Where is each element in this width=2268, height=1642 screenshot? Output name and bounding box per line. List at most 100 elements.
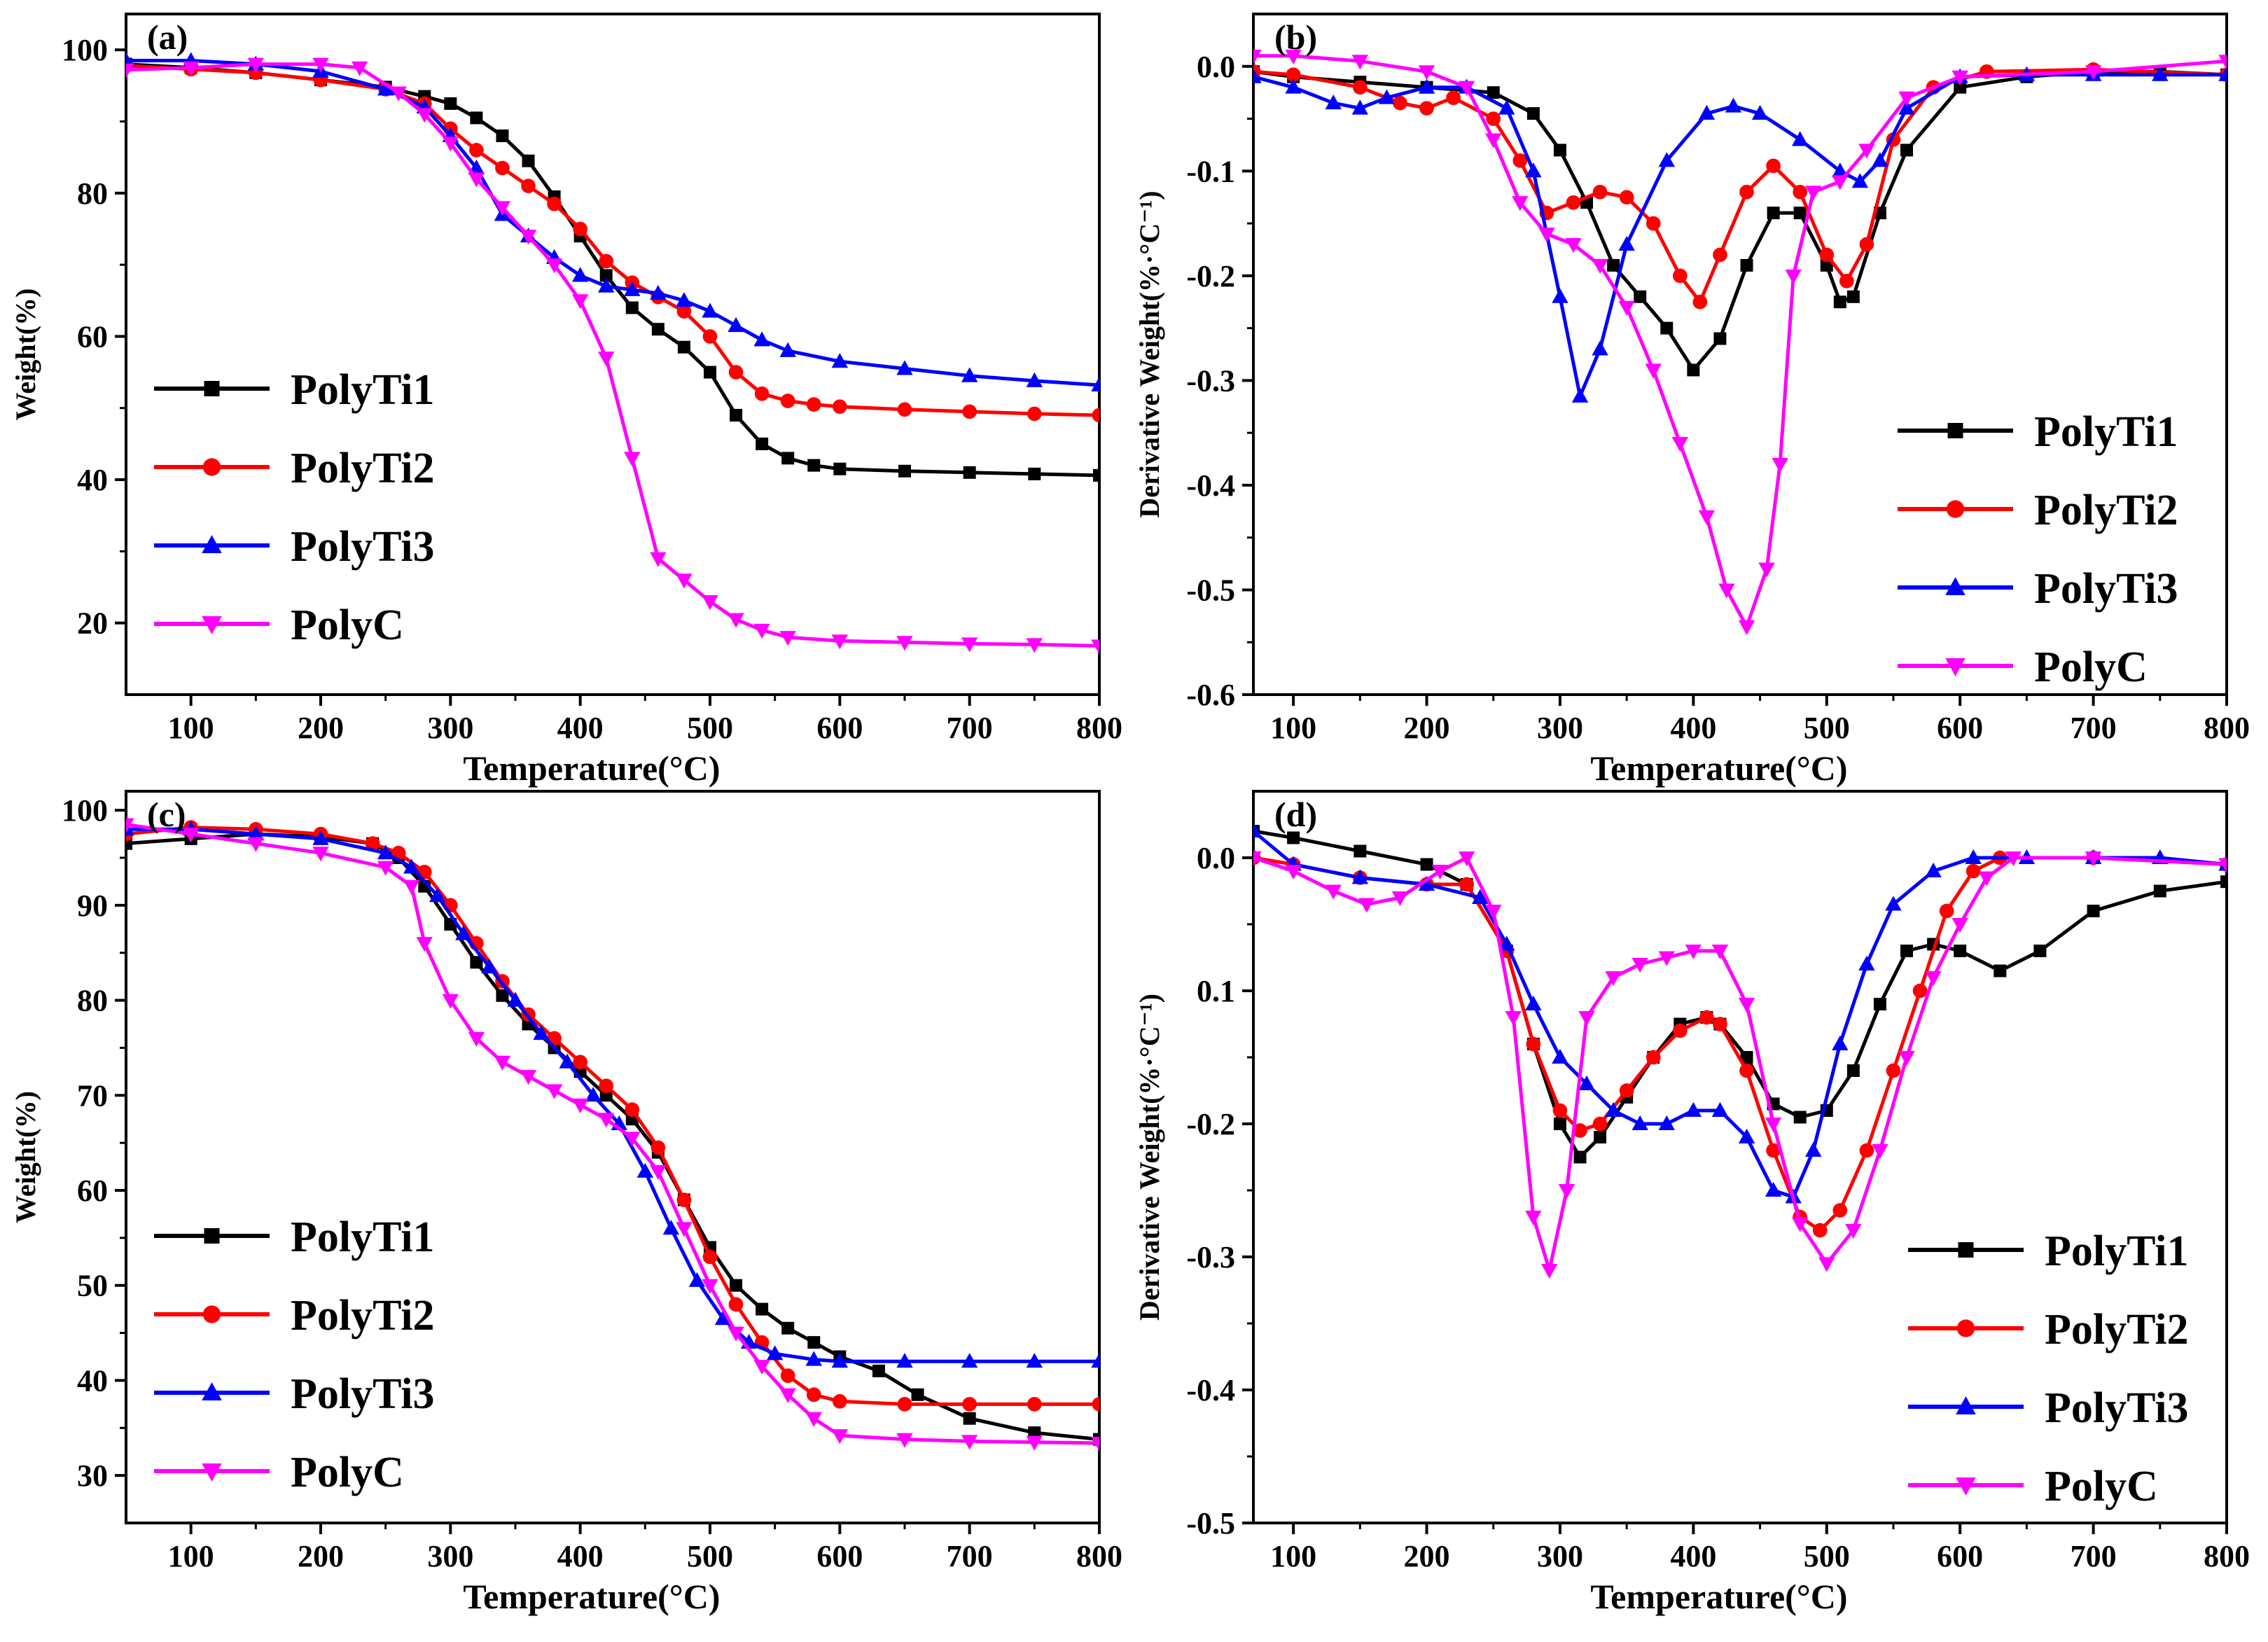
data-point-PolyC xyxy=(728,1326,744,1342)
data-point-PolyTi2 xyxy=(1619,1083,1634,1098)
data-point-PolyTi2 xyxy=(1027,406,1042,422)
data-point-PolyC xyxy=(1253,49,1262,64)
data-point-PolyTi3 xyxy=(702,302,718,318)
data-point-PolyTi2 xyxy=(651,1140,666,1155)
data-point-PolyC xyxy=(1578,1011,1595,1027)
legend-marker-PolyTi2 xyxy=(1946,500,1965,518)
data-point-PolyC xyxy=(896,636,913,651)
y-tick-label: 80 xyxy=(77,984,108,1018)
data-point-PolyTi1 xyxy=(756,437,769,450)
data-point-PolyC xyxy=(1952,918,1968,933)
legend-label-PolyTi2: PolyTi2 xyxy=(2034,487,2178,534)
x-tick-label: 300 xyxy=(427,1539,473,1573)
data-point-PolyTi1 xyxy=(1954,81,1967,94)
y-tick-label: -0.6 xyxy=(1186,678,1235,712)
data-point-PolyTi2 xyxy=(1886,1063,1901,1078)
data-point-PolyC xyxy=(403,879,420,895)
data-point-PolyTi1 xyxy=(496,129,509,142)
data-point-PolyTi3 xyxy=(377,81,394,96)
data-point-PolyC xyxy=(624,452,641,467)
data-point-PolyTi2 xyxy=(1619,190,1634,205)
data-point-PolyTi1 xyxy=(704,366,716,379)
y-tick-label: 40 xyxy=(77,1363,108,1398)
data-point-PolyC xyxy=(1758,562,1775,578)
data-point-PolyC xyxy=(312,57,329,73)
data-point-PolyC xyxy=(598,1113,615,1128)
legend-marker-PolyTi2 xyxy=(202,458,221,476)
data-point-PolyC xyxy=(126,818,134,833)
x-tick-label: 400 xyxy=(1670,1539,1716,1573)
plot-frame xyxy=(1252,13,2228,696)
data-point-PolyTi1 xyxy=(807,459,821,472)
data-point-PolyC xyxy=(1485,905,1502,920)
data-point-PolyC xyxy=(390,86,407,102)
data-point-PolyTi3 xyxy=(961,367,978,382)
data-point-PolyTi1 xyxy=(781,452,795,465)
data-point-PolyTi1 xyxy=(833,462,847,475)
data-point-PolyC xyxy=(1738,998,1755,1013)
data-point-PolyTi2 xyxy=(365,836,380,851)
data-point-PolyTi3 xyxy=(1592,340,1608,356)
data-point-PolyC xyxy=(1458,81,1475,96)
data-point-PolyTi2 xyxy=(1832,1203,1848,1218)
series-line-PolyTi3 xyxy=(126,827,1099,1363)
data-point-PolyTi3 xyxy=(766,1345,784,1361)
data-point-PolyC xyxy=(753,1360,770,1375)
data-point-PolyTi3 xyxy=(1285,78,1302,94)
data-point-PolyTi2 xyxy=(1819,247,1835,263)
legend-marker-PolyC xyxy=(1945,658,1966,676)
data-point-PolyC xyxy=(1632,958,1648,973)
data-point-PolyC xyxy=(126,63,134,78)
data-point-PolyTi3 xyxy=(1765,1181,1782,1197)
data-point-PolyTi2 xyxy=(1027,1397,1042,1412)
data-point-PolyTi1 xyxy=(807,1336,821,1349)
data-point-PolyTi1 xyxy=(898,464,911,478)
data-point-PolyC xyxy=(831,634,849,650)
data-point-PolyTi2 xyxy=(1419,101,1434,116)
data-point-PolyTi3 xyxy=(1805,1141,1822,1157)
data-point-PolyTi3 xyxy=(126,52,134,67)
data-point-PolyTi2 xyxy=(780,1368,795,1383)
data-point-PolyTi3 xyxy=(753,331,770,347)
x-tick-label: 400 xyxy=(557,711,604,745)
data-point-PolyTi3 xyxy=(636,1162,654,1178)
x-tick-label: 400 xyxy=(557,1539,604,1573)
data-point-PolyC xyxy=(598,352,615,367)
data-point-PolyTi3 xyxy=(377,844,394,860)
data-point-PolyC xyxy=(1525,1211,1542,1226)
plot-frame xyxy=(1252,790,2228,1524)
data-point-PolyTi1 xyxy=(963,1412,976,1425)
legend-marker-PolyC xyxy=(202,616,222,634)
data-point-PolyTi1 xyxy=(1553,1118,1566,1130)
legend-label-PolyTi3: PolyTi3 xyxy=(291,1370,435,1418)
data-point-PolyC xyxy=(779,1388,796,1403)
data-point-PolyC xyxy=(1978,871,1995,886)
data-point-PolyTi3 xyxy=(2218,66,2227,81)
data-point-PolyC xyxy=(1431,865,1449,880)
data-point-PolyC xyxy=(1358,898,1375,913)
data-point-PolyTi3 xyxy=(1253,822,1262,837)
data-point-PolyTi1 xyxy=(651,323,665,336)
data-point-PolyTi3 xyxy=(1026,1353,1043,1368)
data-point-PolyTi2 xyxy=(1713,247,1727,263)
data-point-PolyTi3 xyxy=(1832,1035,1849,1050)
series-line-PolyTi2 xyxy=(126,64,1099,417)
data-point-PolyTi3 xyxy=(1725,97,1742,113)
data-point-PolyTi3 xyxy=(714,1310,732,1326)
x-tick-label: 200 xyxy=(298,1539,344,1573)
data-point-PolyC xyxy=(1738,620,1755,635)
data-point-PolyC xyxy=(1458,851,1475,867)
x-tick-label: 600 xyxy=(1937,711,1983,745)
data-point-PolyC xyxy=(1925,971,1942,987)
data-point-PolyTi3 xyxy=(1925,862,1942,877)
data-point-PolyTi3 xyxy=(126,821,134,836)
data-point-PolyTi3 xyxy=(1885,896,1902,911)
data-point-PolyTi1 xyxy=(1287,831,1300,844)
legend-label-PolyTi1: PolyTi1 xyxy=(291,366,435,414)
data-point-PolyTi3 xyxy=(2152,66,2169,81)
data-point-PolyC xyxy=(1285,49,1302,64)
data-point-PolyTi3 xyxy=(831,1353,849,1368)
data-point-PolyC xyxy=(545,1084,563,1099)
data-point-PolyTi2 xyxy=(1699,1010,1714,1025)
data-point-PolyTi2 xyxy=(1092,408,1099,423)
